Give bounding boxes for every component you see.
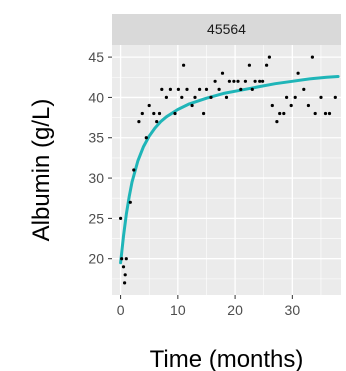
data-point xyxy=(250,87,254,91)
data-point xyxy=(261,79,265,83)
data-point xyxy=(213,79,217,83)
data-point xyxy=(120,257,124,261)
data-point xyxy=(155,120,159,124)
data-point xyxy=(323,111,328,116)
data-point xyxy=(319,95,323,99)
data-point xyxy=(220,71,225,75)
data-point xyxy=(224,95,229,99)
data-point xyxy=(306,103,310,108)
data-point xyxy=(296,71,300,75)
y-tick-label: 35 xyxy=(88,130,104,146)
x-tick-label: 20 xyxy=(227,302,243,318)
x-tick-label: 10 xyxy=(170,302,186,318)
data-point xyxy=(123,273,127,277)
data-point xyxy=(293,95,297,99)
data-point xyxy=(128,200,132,204)
y-axis-title: Albumin (g/L) xyxy=(28,99,55,242)
data-point xyxy=(124,257,128,261)
y-tick-label: 25 xyxy=(88,210,104,226)
data-point xyxy=(204,87,209,91)
data-point xyxy=(132,168,136,172)
y-tick-label: 30 xyxy=(88,170,104,186)
y-tick-label: 20 xyxy=(88,251,104,267)
x-axis-title: Time (months) xyxy=(150,346,304,371)
data-point xyxy=(137,120,141,124)
data-point xyxy=(258,79,262,83)
data-point xyxy=(236,79,240,83)
data-point xyxy=(302,87,306,91)
data-point xyxy=(327,111,332,116)
data-point xyxy=(176,87,180,91)
data-point xyxy=(243,79,247,83)
data-point xyxy=(247,63,251,67)
data-point xyxy=(285,95,289,99)
data-point xyxy=(152,111,156,116)
data-point xyxy=(217,87,221,91)
data-point xyxy=(282,111,286,116)
data-point xyxy=(239,87,243,91)
data-point xyxy=(209,95,213,99)
data-point xyxy=(227,79,231,83)
panel-background xyxy=(112,45,341,295)
data-point xyxy=(289,103,293,108)
data-point xyxy=(198,87,202,91)
data-point xyxy=(180,95,184,99)
data-point xyxy=(185,87,189,91)
data-point xyxy=(123,281,127,285)
data-point xyxy=(278,111,282,116)
data-point xyxy=(164,95,168,99)
data-point xyxy=(140,111,144,116)
data-point xyxy=(168,87,172,91)
strip-background xyxy=(112,14,341,45)
data-point xyxy=(265,63,269,67)
data-point xyxy=(193,95,197,99)
y-tick-label: 40 xyxy=(88,89,104,105)
data-point xyxy=(313,111,317,116)
data-point xyxy=(333,95,337,99)
data-point xyxy=(173,111,177,116)
data-point xyxy=(121,265,126,269)
fit-curve xyxy=(119,75,340,265)
data-point xyxy=(232,79,236,83)
data-point xyxy=(160,87,164,91)
fit-curve-group xyxy=(119,75,340,265)
data-point xyxy=(157,111,162,116)
x-tick-label: 30 xyxy=(285,302,301,318)
data-point xyxy=(275,120,279,124)
facet-label: 45564 xyxy=(207,21,246,37)
data-point xyxy=(119,216,123,220)
x-tick-label: 0 xyxy=(117,302,125,318)
data-point xyxy=(267,55,271,59)
data-point xyxy=(147,103,151,108)
axes: 0 10 20 30 20 25 30 35 40 45 xyxy=(88,49,300,318)
y-tick-label: 45 xyxy=(88,49,104,65)
data-points xyxy=(119,55,337,285)
data-point xyxy=(202,111,206,116)
data-point xyxy=(182,63,186,67)
data-point xyxy=(310,55,314,59)
data-point xyxy=(190,103,194,108)
data-point xyxy=(270,103,274,108)
data-point xyxy=(253,79,257,83)
data-point xyxy=(144,136,148,140)
